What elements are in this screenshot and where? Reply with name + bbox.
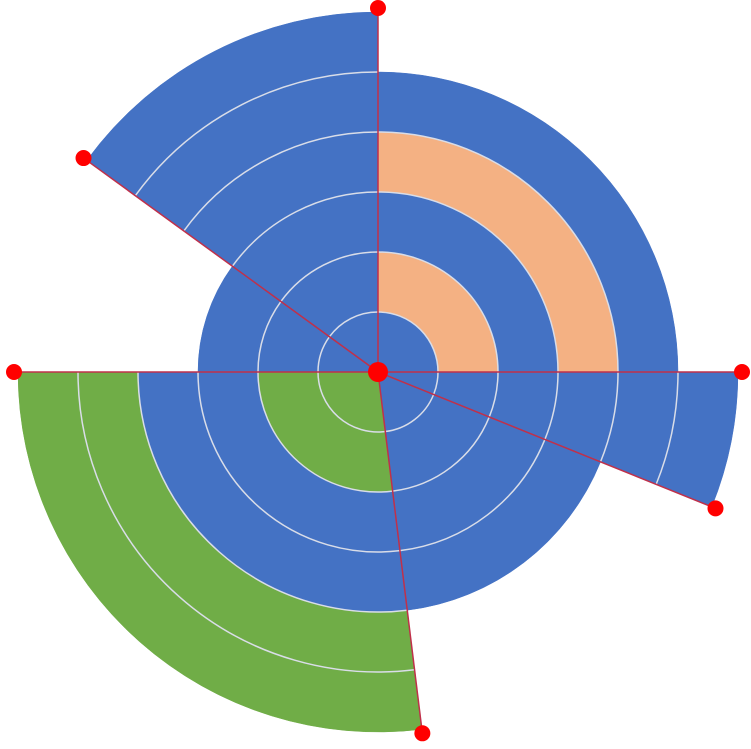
- sector-segment: [197, 265, 379, 373]
- spoke: [377, 371, 424, 734]
- handle: [6, 364, 22, 380]
- sector-segment: [86, 11, 379, 373]
- grid-ring: [655, 371, 679, 485]
- grid-ring: [599, 371, 619, 463]
- grid-ring: [392, 416, 490, 492]
- handle: [414, 725, 431, 742]
- handle: [707, 500, 724, 517]
- grid-ring: [377, 251, 499, 373]
- grid-ring: [317, 371, 386, 433]
- center-handle: [368, 362, 388, 382]
- grid-ring: [77, 371, 415, 673]
- grid-ring: [328, 311, 379, 338]
- grid-ring: [317, 336, 331, 373]
- grid-ring: [183, 131, 379, 232]
- grid-ring: [399, 439, 546, 552]
- handle: [75, 150, 92, 167]
- grid-ring: [134, 71, 379, 197]
- grid-ring: [377, 131, 619, 373]
- grid-ring: [231, 191, 379, 267]
- grid-ring: [257, 301, 282, 373]
- spoke: [377, 371, 716, 510]
- handle: [734, 364, 750, 380]
- grid-ring: [488, 371, 499, 418]
- grid-ring: [197, 371, 401, 553]
- handle: [370, 0, 386, 16]
- grid-ring: [137, 371, 408, 613]
- grid-ring: [257, 371, 393, 493]
- sector-segment: [377, 371, 601, 611]
- grid-ring: [280, 251, 379, 302]
- grid-ring: [385, 394, 435, 433]
- spoke: [83, 157, 379, 373]
- grid-ring: [377, 191, 559, 373]
- grid-ring: [544, 371, 559, 440]
- grid-ring: [377, 311, 439, 373]
